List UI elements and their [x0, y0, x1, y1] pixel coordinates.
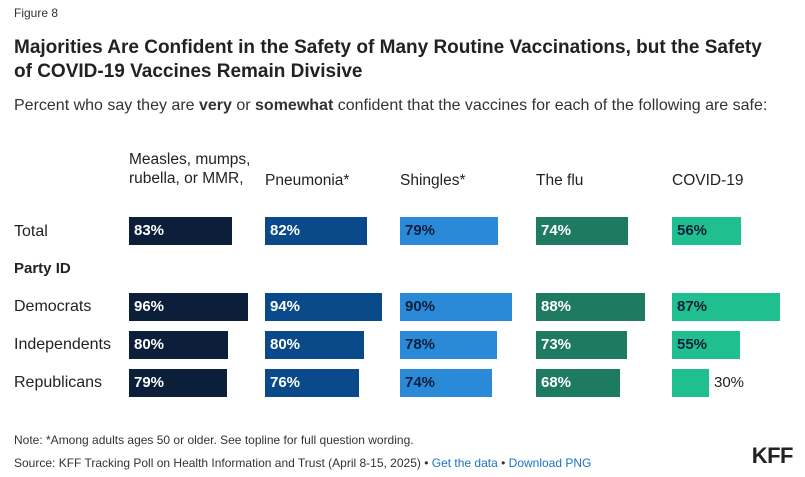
value-label-measles-total: 83% — [134, 222, 165, 239]
column-header-pneumonia: Pneumonia* — [265, 172, 350, 189]
bar-shingles-democrats — [400, 293, 512, 321]
download-png-link[interactable]: Download PNG — [508, 456, 592, 470]
section-label-party-id: Party ID — [14, 260, 71, 277]
column-header-flu: The flu — [536, 172, 584, 189]
value-label-covid-republicans: 30% — [714, 374, 745, 391]
bar-measles-independents — [129, 331, 228, 359]
column-header-covid: COVID-19 — [672, 172, 744, 189]
bar-covid-republicans — [672, 369, 709, 397]
get-data-link[interactable]: Get the data — [431, 456, 498, 470]
value-label-flu-democrats: 88% — [541, 298, 572, 315]
bar-pneumonia-total — [265, 217, 367, 245]
chart-title: Majorities Are Confident in the Safety o… — [14, 37, 762, 82]
bar-pneumonia-democrats — [265, 293, 382, 321]
column-header-shingles: Shingles* — [400, 172, 466, 189]
row-label-republicans: Republicans — [14, 374, 103, 391]
bar-covid-democrats — [672, 293, 780, 321]
bar-measles-democrats — [129, 293, 248, 321]
source-text: Source: KFF Tracking Poll on Health Info… — [14, 456, 432, 470]
value-label-covid-democrats: 87% — [677, 298, 708, 315]
bar-measles-republicans — [129, 369, 227, 397]
bar-shingles-total — [400, 217, 498, 245]
subtitle-very: very — [198, 97, 232, 114]
value-label-pneumonia-democrats: 94% — [270, 298, 301, 315]
source-separator: • — [497, 456, 509, 470]
chart-subtitle: Percent who say they are very or somewha… — [14, 95, 784, 117]
row-label-independents: Independents — [14, 336, 111, 353]
value-label-measles-republicans: 79% — [134, 374, 165, 391]
footnote: Note: *Among adults ages 50 or older. Se… — [14, 433, 414, 447]
bar-shingles-independents — [400, 331, 497, 359]
value-label-shingles-democrats: 90% — [405, 298, 436, 315]
value-label-shingles-republicans: 74% — [405, 374, 436, 391]
bar-pneumonia-republicans — [265, 369, 359, 397]
figure-label: Figure 8 — [14, 6, 59, 20]
value-label-flu-republicans: 68% — [541, 374, 572, 391]
bar-flu-democrats — [536, 293, 645, 321]
bar-covid-total — [672, 217, 741, 245]
column-header-measles: Measles, mumps, rubella, or MMR, — [129, 151, 251, 187]
value-label-shingles-independents: 78% — [405, 336, 436, 353]
bar-measles-total — [129, 217, 232, 245]
subtitle-part3: confident that the vaccines for each of … — [333, 97, 768, 114]
kff-logo: KFF — [751, 443, 794, 468]
bar-covid-independents — [672, 331, 740, 359]
value-label-pneumonia-independents: 80% — [270, 336, 301, 353]
value-label-measles-democrats: 96% — [134, 298, 165, 315]
bar-pneumonia-independents — [265, 331, 364, 359]
value-label-flu-total: 74% — [541, 222, 572, 239]
row-label-democrats: Democrats — [14, 298, 92, 315]
source-line: Source: KFF Tracking Poll on Health Info… — [14, 456, 591, 470]
bar-flu-republicans — [536, 369, 620, 397]
value-label-pneumonia-total: 82% — [270, 222, 301, 239]
subtitle-part2: or — [231, 97, 256, 114]
row-label-total: Total — [14, 223, 48, 240]
value-label-shingles-total: 79% — [405, 222, 436, 239]
subtitle-part1: Percent who say they are — [14, 97, 199, 114]
bar-shingles-republicans — [400, 369, 492, 397]
bar-flu-independents — [536, 331, 627, 359]
value-label-flu-independents: 73% — [541, 336, 572, 353]
subtitle-somewhat: somewhat — [255, 97, 334, 114]
value-label-pneumonia-republicans: 76% — [270, 374, 301, 391]
value-label-covid-total: 56% — [677, 222, 708, 239]
value-label-covid-independents: 55% — [677, 336, 708, 353]
bar-flu-total — [536, 217, 628, 245]
value-label-measles-independents: 80% — [134, 336, 165, 353]
